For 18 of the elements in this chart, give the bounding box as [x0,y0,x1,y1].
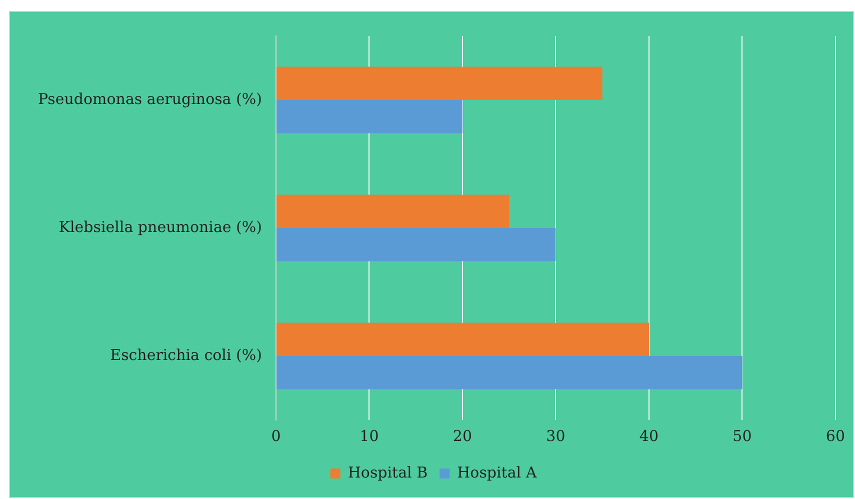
bar [276,100,462,134]
x-tick-label: 10 [360,426,379,445]
y-tick-label: Klebsiella pneumoniae (%) [58,218,262,236]
x-tick-label: 40 [639,426,659,445]
bar [276,194,510,228]
x-tick-label: 60 [826,426,846,445]
bar [276,228,556,262]
bar [276,322,649,356]
x-tick-label: 0 [271,426,281,445]
legend-label: Hospital B [348,463,428,482]
bar [276,66,602,100]
y-tick-label: Escherichia coli (%) [110,346,262,364]
x-tick-label: 20 [452,426,472,445]
bar [276,356,742,390]
x-tick-label: 50 [732,426,752,445]
y-tick-label: Pseudomonas aeruginosa (%) [38,90,262,108]
legend-label: Hospital A [457,463,537,482]
x-tick-label: 30 [546,426,566,445]
